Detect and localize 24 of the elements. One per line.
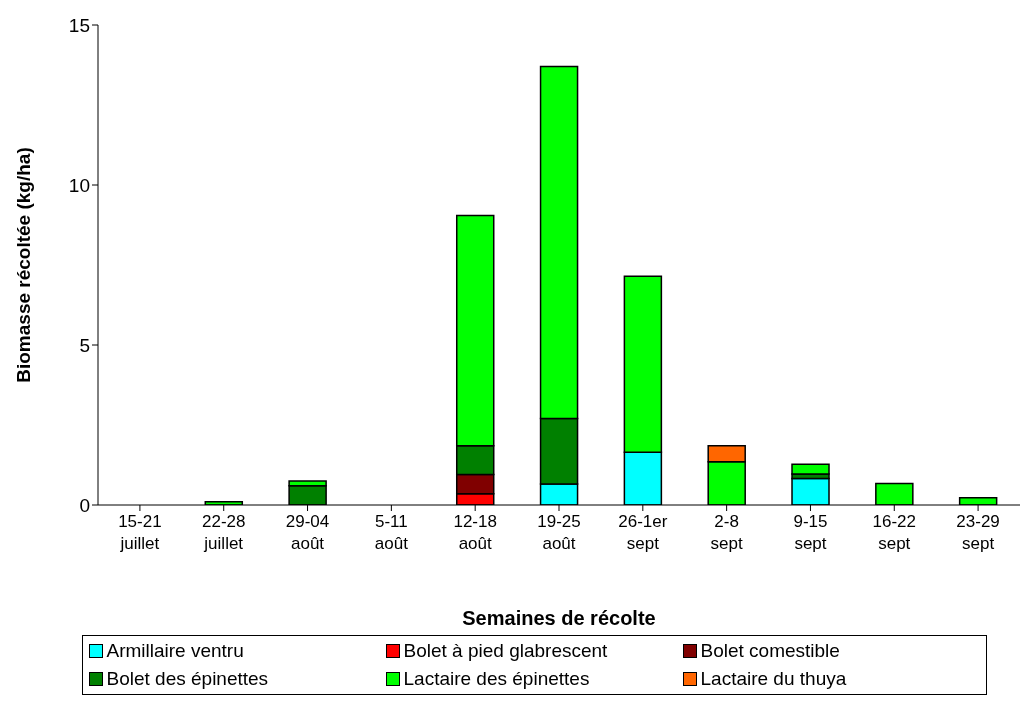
x-tick-label: 19-25 août bbox=[537, 512, 581, 553]
x-tick-label: 29-04 août bbox=[285, 512, 330, 553]
x-tick-label: 9-15 sept bbox=[793, 512, 828, 553]
y-tick-label: 5 bbox=[79, 334, 90, 356]
x-tick-label: 26-1er sept bbox=[618, 512, 668, 553]
y-tick-label: 10 bbox=[68, 174, 90, 196]
x-tick-label: 16-22 sept bbox=[872, 512, 917, 553]
x-tick-label: 2-8 sept bbox=[710, 512, 743, 553]
x-tick-label: 12-18 août bbox=[453, 512, 497, 553]
x-tick-label: 5-11 août bbox=[374, 512, 409, 553]
legend-label: Armillaire ventru bbox=[106, 640, 244, 662]
legend-label: Lactaire du thuya bbox=[700, 668, 847, 690]
x-tick-label: 23-29 sept bbox=[956, 512, 1000, 553]
y-tick-label: 0 bbox=[79, 494, 90, 516]
legend-label: Lactaire des épinettes bbox=[403, 668, 590, 690]
y-tick-label: 15 bbox=[68, 14, 90, 36]
legend-label: Bolet comestible bbox=[700, 640, 840, 662]
x-tick-label: 15-21 juillet bbox=[118, 512, 162, 553]
x-axis-title: Semaines de récolte bbox=[462, 607, 656, 629]
y-axis-title: Biomasse récoltée (kg/ha) bbox=[12, 147, 34, 383]
bar bbox=[791, 463, 830, 475]
legend-label: Bolet à pied glabrescent bbox=[403, 640, 608, 662]
x-tick-label: 22-28 juillet bbox=[201, 512, 246, 553]
legend-label: Bolet des épinettes bbox=[106, 668, 269, 690]
